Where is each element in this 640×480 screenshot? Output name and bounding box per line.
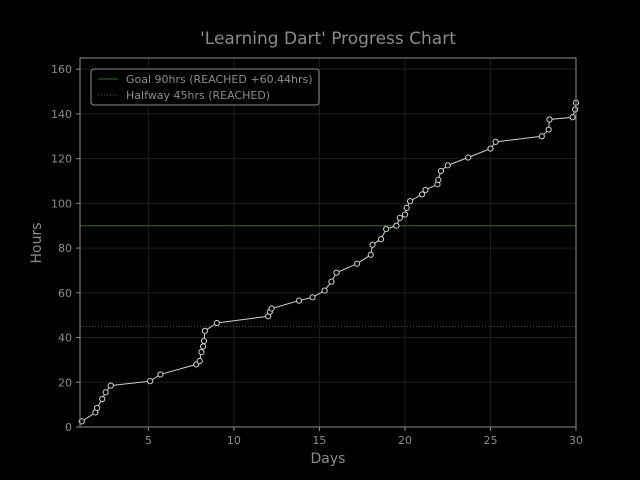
y-axis-label: Hours	[29, 222, 45, 263]
data-point	[487, 145, 494, 152]
y-tick-label: 20	[58, 376, 72, 389]
x-tick-label: 30	[569, 434, 583, 447]
data-point	[201, 327, 208, 334]
data-point	[546, 116, 553, 123]
y-tick-label: 60	[58, 287, 72, 300]
data-point	[353, 260, 361, 267]
data-point	[435, 176, 442, 183]
data-point	[572, 106, 579, 113]
reference-lines	[80, 225, 576, 327]
data-point	[157, 371, 164, 378]
y-axis-ticks: 0 20 40 60 80 100 120 140 160	[51, 63, 80, 434]
legend: Goal 90hrs (REACHED +60.44hrs) Halfway 4…	[90, 68, 320, 106]
data-point	[309, 294, 316, 301]
data-point	[321, 287, 328, 294]
data-point	[213, 319, 220, 327]
data-point	[437, 167, 444, 175]
data-point	[200, 337, 208, 344]
y-tick-label: 80	[58, 242, 72, 255]
data-point	[99, 395, 106, 403]
data-point	[107, 382, 114, 389]
data-point	[94, 404, 101, 412]
data-point	[444, 162, 451, 169]
y-tick-label: 160	[51, 63, 72, 76]
data-point	[377, 236, 385, 243]
data-point	[198, 348, 205, 356]
data-point	[401, 211, 409, 218]
data-point	[538, 133, 545, 140]
x-tick-label: 15	[312, 434, 326, 447]
data-point	[403, 204, 410, 211]
data-point	[465, 154, 472, 161]
data-point	[196, 357, 203, 365]
data-point	[406, 198, 414, 205]
legend-box	[90, 68, 320, 106]
data-point	[295, 297, 303, 304]
data-point	[393, 222, 400, 229]
x-tick-label: 5	[145, 434, 152, 447]
plot-area-frame	[79, 57, 577, 428]
y-tick-label: 0	[65, 421, 72, 434]
legend-goal-label: Goal 90hrs (REACHED +60.44hrs)	[126, 73, 313, 86]
data-point	[147, 378, 154, 385]
data-point	[569, 114, 576, 121]
data-point	[396, 214, 403, 221]
data-point	[268, 305, 275, 312]
data-point	[367, 251, 374, 258]
x-tick-label: 10	[227, 434, 241, 447]
y-tick-label: 40	[58, 332, 72, 345]
data-point	[369, 241, 376, 248]
x-axis-label: Days	[311, 451, 346, 467]
legend-halfway-label: Halfway 45hrs (REACHED)	[126, 89, 270, 102]
data-point	[383, 225, 390, 233]
data-point	[418, 191, 426, 198]
data-point	[328, 278, 335, 285]
chart-title: 'Learning Dart' Progress Chart	[200, 29, 456, 49]
grid-lines	[80, 58, 577, 428]
x-tick-label: 25	[483, 434, 497, 447]
y-tick-label: 140	[51, 108, 72, 121]
y-tick-label: 120	[51, 153, 72, 166]
x-tick-label: 20	[398, 434, 412, 447]
y-tick-label: 100	[51, 197, 72, 210]
series-line	[81, 102, 577, 422]
data-point	[333, 269, 340, 276]
x-axis-ticks: 5 10 15 20 25 30	[145, 427, 583, 447]
data-point	[102, 389, 109, 396]
data-point	[422, 186, 429, 194]
data-point	[492, 138, 499, 145]
data-point	[545, 126, 552, 133]
data-series	[78, 99, 580, 425]
data-point	[200, 343, 207, 350]
